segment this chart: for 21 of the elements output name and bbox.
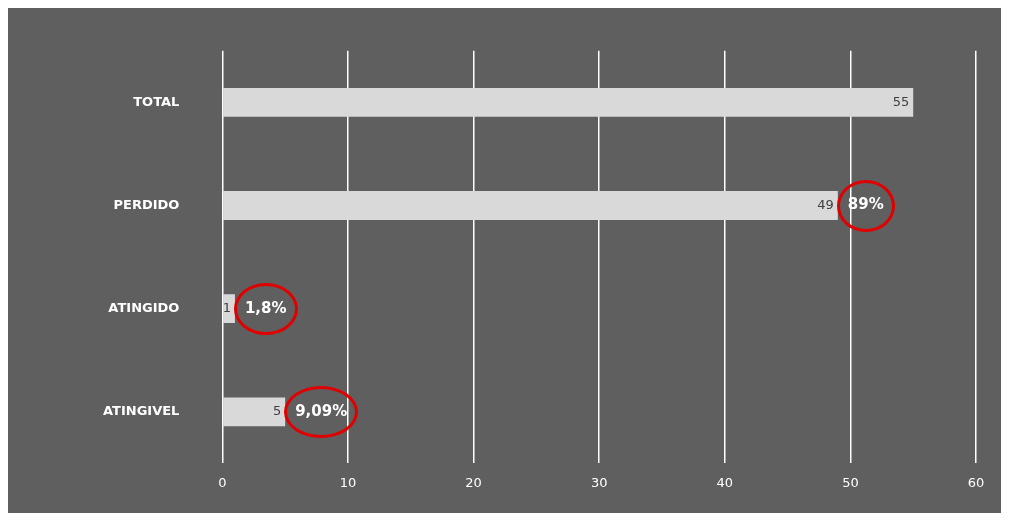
annotation: 9,09%: [295, 401, 348, 420]
x-tick-label: 60: [967, 474, 985, 490]
x-tick-label: 10: [339, 474, 357, 490]
y-tick-label: TOTAL: [133, 93, 180, 109]
x-tick-label: 0: [218, 474, 227, 490]
annotation: 1,8%: [244, 298, 287, 317]
y-tick-label: ATINGIDO: [108, 300, 180, 316]
bar: [223, 294, 235, 324]
bar: [223, 87, 914, 117]
bar: [223, 191, 838, 220]
data-label: 55: [892, 93, 910, 109]
y-tick-label: PERDIDO: [113, 196, 180, 212]
data-label: 5: [272, 403, 282, 419]
data-label: 49: [817, 196, 834, 212]
x-tick-label: 20: [465, 474, 482, 490]
x-tick-label: 30: [590, 474, 608, 490]
x-tick-label: 40: [716, 474, 734, 490]
y-tick-label: ATINGIVEL: [102, 403, 180, 419]
data-label: 1: [222, 300, 231, 316]
bar: [223, 397, 286, 427]
x-tick-label: 50: [842, 474, 859, 490]
